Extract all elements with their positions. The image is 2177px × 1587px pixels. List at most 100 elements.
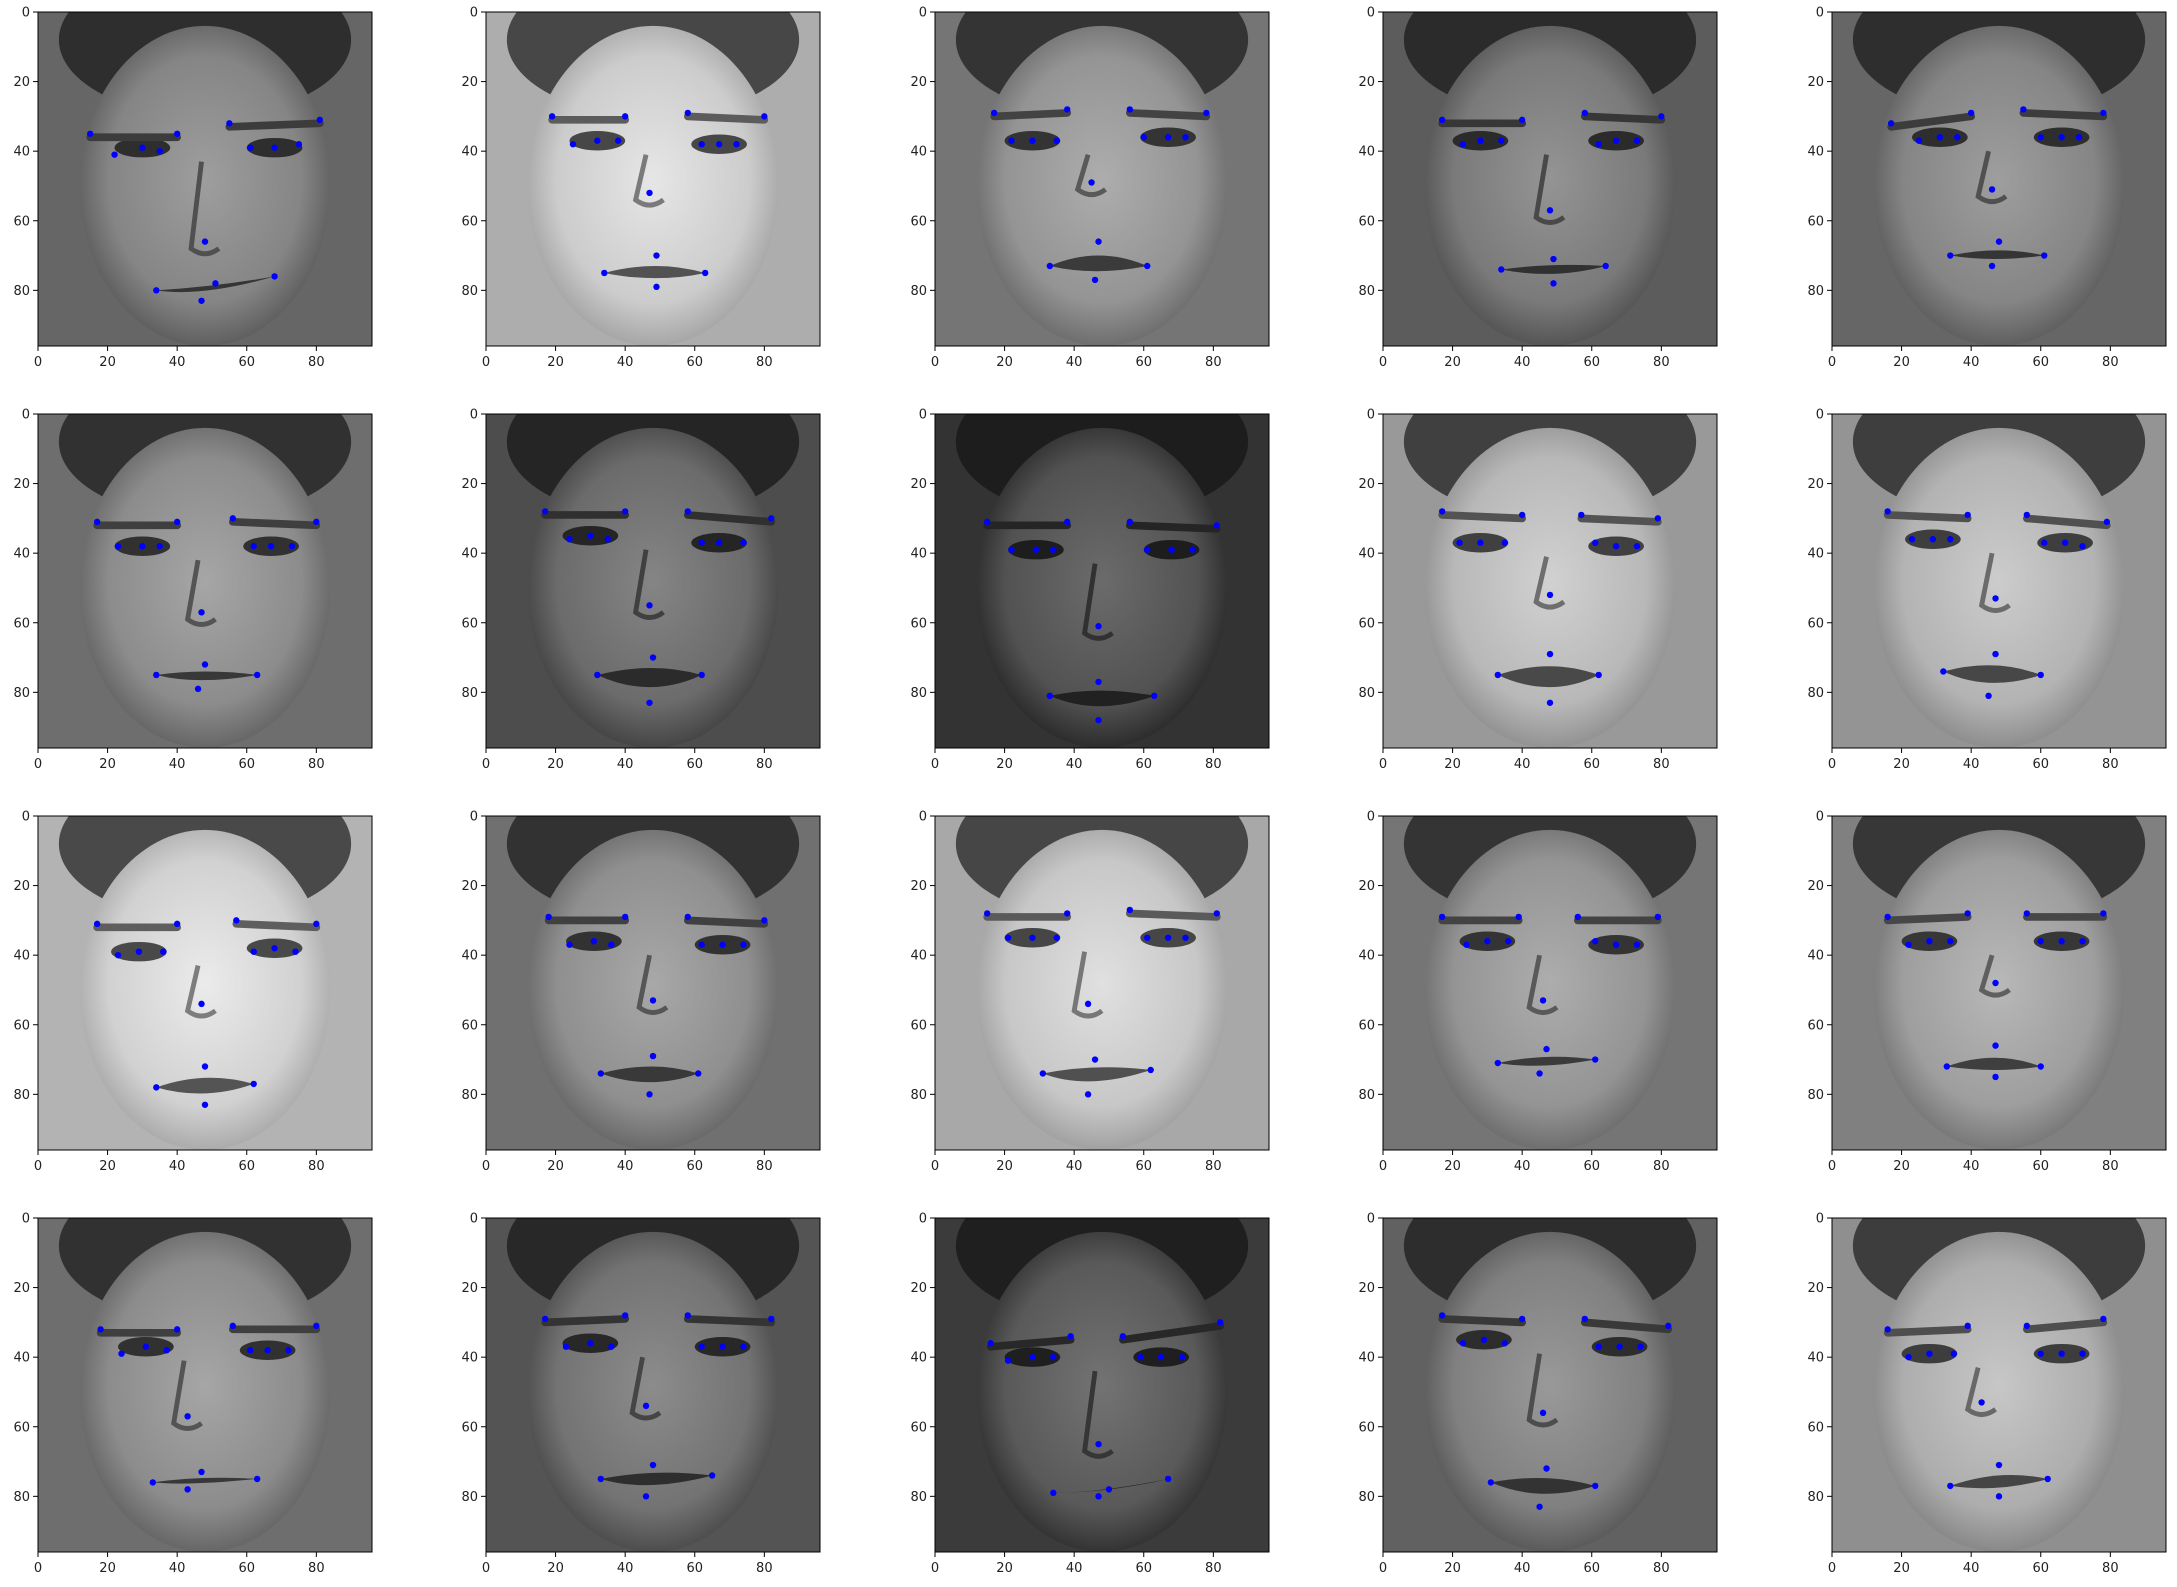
keypoint-marker xyxy=(615,137,622,144)
mouth-shape xyxy=(1950,1475,2048,1489)
eyebrow-shape xyxy=(232,920,321,932)
eyebrow-shape xyxy=(2019,109,2108,121)
keypoint-marker xyxy=(1050,1489,1057,1497)
keypoint-marker xyxy=(86,130,94,137)
keypoint-marker xyxy=(1947,1482,1954,1490)
x-tick-label: 20 xyxy=(1893,355,1910,370)
y-tick-label: 60 xyxy=(461,1018,478,1033)
keypoint-marker xyxy=(198,297,205,304)
keypoint-marker xyxy=(1546,650,1554,658)
keypoint-marker xyxy=(1050,1353,1057,1361)
keypoint-marker xyxy=(1978,1399,1985,1406)
x-tick-label: 40 xyxy=(169,1159,186,1174)
mouth-shape xyxy=(600,1472,713,1486)
mouth-shape xyxy=(1049,690,1155,707)
keypoint-marker xyxy=(621,1312,629,1319)
x-tick-label: 0 xyxy=(1379,1159,1387,1174)
eyebrow-shape xyxy=(1883,913,1972,925)
y-tick-label: 0 xyxy=(22,1212,30,1227)
y-tick-label: 0 xyxy=(1816,408,1824,423)
y-tick-label: 20 xyxy=(1807,75,1824,90)
x-tick-label: 60 xyxy=(1135,355,1152,370)
y-tick-label: 80 xyxy=(1358,1088,1375,1103)
face-image xyxy=(38,414,372,748)
keypoint-marker xyxy=(1905,1353,1912,1361)
face-panel: 0 20 40 60 80 0 20 40 60 80 xyxy=(461,6,821,370)
keypoint-group xyxy=(1884,508,2111,700)
axes-frame xyxy=(1382,1217,1718,1553)
keypoint-marker xyxy=(1456,539,1463,546)
y-tick-label: 80 xyxy=(461,686,478,701)
eyebrow-shape xyxy=(1119,1322,1225,1344)
face-panel: 0 20 40 60 80 0 20 40 60 80 xyxy=(1358,1212,1718,1576)
nose-shape xyxy=(1526,954,1559,1015)
keypoint-marker xyxy=(1546,699,1554,706)
y-tick-label: 60 xyxy=(1358,1420,1375,1435)
y-tick-label: 80 xyxy=(910,1088,927,1103)
y-tick-label: 0 xyxy=(470,408,478,423)
face-panel: 0 20 40 60 80 0 20 40 60 80 xyxy=(1358,810,1718,1174)
keypoint-marker xyxy=(1494,1059,1502,1067)
nose-shape xyxy=(1978,954,2011,998)
keypoint-marker xyxy=(646,699,653,706)
keypoint-marker xyxy=(1546,207,1554,214)
y-tick-label: 80 xyxy=(910,284,927,299)
x-tick-label: 40 xyxy=(1514,757,1531,772)
keypoint-marker xyxy=(1612,137,1620,144)
y-tick-label: 40 xyxy=(13,145,30,160)
keypoint-marker xyxy=(1084,1000,1092,1008)
face-panel: 0 20 40 60 80 0 20 40 60 80 xyxy=(461,810,821,1174)
keypoint-marker xyxy=(646,602,653,609)
x-tick-label: 0 xyxy=(931,1561,939,1576)
x-tick-label: 40 xyxy=(1514,1561,1531,1576)
x-tick-label: 60 xyxy=(2032,355,2049,370)
keypoint-marker xyxy=(1487,1479,1495,1486)
face-panel: 0 20 40 60 80 0 20 40 60 80 xyxy=(910,810,1270,1174)
keypoint-marker xyxy=(250,543,257,550)
eyebrow-shape xyxy=(1580,1318,1673,1334)
keypoint-marker xyxy=(719,941,726,948)
y-tick-label: 40 xyxy=(13,547,30,562)
x-tick-label: 0 xyxy=(931,1159,939,1174)
y-tick-label: 40 xyxy=(1807,949,1824,964)
keypoint-marker xyxy=(698,141,705,148)
y-tick-label: 20 xyxy=(910,1281,927,1296)
y-tick-label: 80 xyxy=(1807,1088,1824,1103)
y-tick-label: 40 xyxy=(910,145,927,160)
y-tick-label: 0 xyxy=(1367,408,1375,423)
keypoint-marker xyxy=(2037,134,2044,141)
keypoint-marker xyxy=(267,543,275,550)
keypoint-marker xyxy=(97,1326,104,1333)
keypoint-marker xyxy=(684,913,691,921)
y-tick-label: 80 xyxy=(1358,686,1375,701)
y-tick-label: 20 xyxy=(461,477,478,492)
y-tick-label: 80 xyxy=(461,1490,478,1505)
face-image xyxy=(38,816,372,1150)
y-tick-label: 60 xyxy=(1358,1018,1375,1033)
x-tick-label: 40 xyxy=(1066,1561,1083,1576)
x-tick-label: 0 xyxy=(34,355,42,370)
y-tick-label: 40 xyxy=(13,949,30,964)
y-tick-label: 80 xyxy=(1807,686,1824,701)
keypoint-marker xyxy=(271,144,278,151)
keypoint-marker xyxy=(184,1486,191,1493)
keypoint-marker xyxy=(1498,137,1505,144)
y-tick-label: 40 xyxy=(461,547,478,562)
keypoint-marker xyxy=(201,1101,209,1108)
keypoint-marker xyxy=(1498,266,1505,273)
y-tick-label: 40 xyxy=(910,547,927,562)
keypoint-marker xyxy=(1967,109,1975,117)
x-tick-label: 60 xyxy=(1135,1561,1152,1576)
keypoint-marker xyxy=(2058,1350,2065,1357)
face-shape xyxy=(79,829,331,1150)
keypoint-marker xyxy=(153,671,160,679)
keypoint-marker xyxy=(1046,692,1054,700)
eyebrow-shape xyxy=(1580,112,1666,124)
face-image xyxy=(1383,816,1717,1150)
keypoint-marker xyxy=(1050,546,1057,553)
keypoint-marker xyxy=(768,1315,775,1323)
keypoint-marker xyxy=(1095,623,1102,630)
keypoint-marker xyxy=(198,1000,205,1008)
y-tick-label: 40 xyxy=(461,145,478,160)
keypoint-marker xyxy=(295,141,303,148)
